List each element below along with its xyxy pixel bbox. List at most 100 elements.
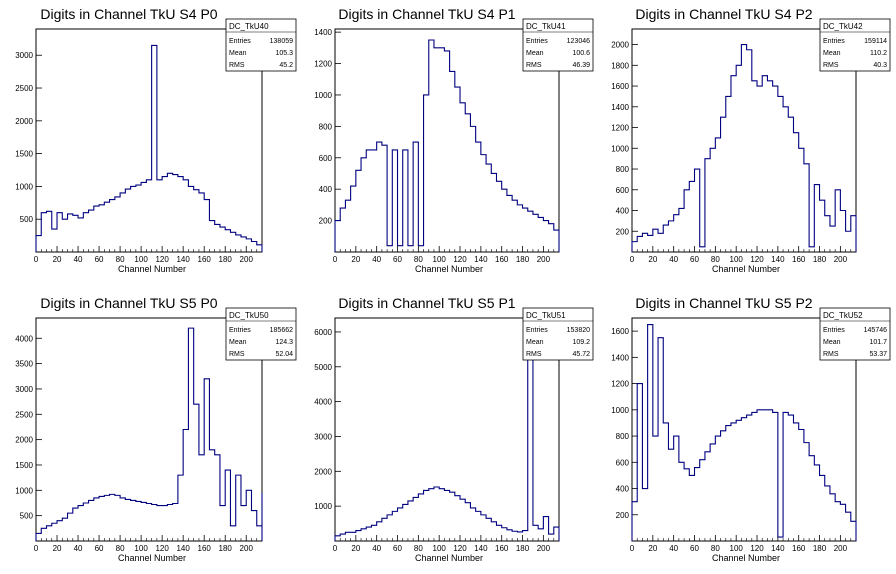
x-tick-label: 60 bbox=[95, 544, 104, 553]
x-tick-label: 40 bbox=[372, 255, 381, 264]
x-tick-label: 120 bbox=[155, 255, 169, 264]
chart-title: Digits in Channel TkU S4 P1 bbox=[338, 6, 515, 22]
x-tick-label: 80 bbox=[414, 544, 423, 553]
y-tick-label: 1000 bbox=[611, 406, 629, 415]
x-tick-label: 140 bbox=[176, 255, 190, 264]
x-tick-label: 100 bbox=[433, 544, 447, 553]
y-tick-label: 3000 bbox=[15, 385, 33, 394]
x-tick-label: 160 bbox=[198, 255, 212, 264]
x-tick-label: 80 bbox=[711, 255, 720, 264]
x-tick-label: 40 bbox=[669, 255, 678, 264]
x-tick-label: 160 bbox=[495, 255, 509, 264]
x-tick-label: 0 bbox=[34, 255, 39, 264]
plot-frame bbox=[334, 28, 560, 253]
y-tick-label: 2000 bbox=[15, 117, 33, 126]
stats-value: 110.2 bbox=[870, 50, 887, 57]
y-tick-label: 800 bbox=[616, 432, 630, 441]
y-tick-label: 500 bbox=[20, 215, 34, 224]
x-tick-label: 160 bbox=[198, 544, 212, 553]
x-tick-label: 180 bbox=[219, 544, 233, 553]
stats-value: 100.6 bbox=[572, 50, 590, 57]
y-tick-label: 5000 bbox=[314, 363, 332, 372]
x-tick-label: 140 bbox=[474, 255, 488, 264]
y-tick-label: 600 bbox=[616, 186, 630, 195]
y-tick-label: 4000 bbox=[15, 334, 33, 343]
x-tick-label: 0 bbox=[630, 255, 635, 264]
x-tick-label: 20 bbox=[648, 544, 657, 553]
x-tick-label: 200 bbox=[240, 544, 254, 553]
x-tick-label: 100 bbox=[730, 544, 744, 553]
histogram-panel: Digits in Channel TkU S4 P1 0 20 40 60 80 100 1… bbox=[314, 6, 594, 274]
y-tick-label: 1200 bbox=[611, 124, 629, 133]
stats-value: 159114 bbox=[864, 38, 887, 45]
stats-value: 45.72 bbox=[572, 351, 590, 358]
x-tick-label: 140 bbox=[771, 544, 785, 553]
y-tick-label: 1600 bbox=[611, 327, 629, 336]
x-tick-label: 120 bbox=[453, 544, 467, 553]
x-tick-label: 40 bbox=[74, 255, 83, 264]
x-tick-label: 200 bbox=[834, 544, 848, 553]
x-tick-label: 200 bbox=[240, 255, 254, 264]
x-tick-label: 180 bbox=[813, 255, 827, 264]
x-tick-label: 100 bbox=[134, 544, 148, 553]
x-tick-label: 160 bbox=[495, 544, 509, 553]
stats-value: 53.37 bbox=[869, 351, 887, 358]
histogram-series bbox=[334, 355, 560, 541]
x-tick-label: 180 bbox=[813, 544, 827, 553]
plot-frame bbox=[631, 28, 857, 253]
stats-label: RMS bbox=[823, 351, 839, 358]
chart-title: Digits in Channel TkU S5 P1 bbox=[338, 295, 515, 311]
stats-name: DC_TkU41 bbox=[526, 22, 566, 31]
x-tick-label: 20 bbox=[351, 255, 360, 264]
y-tick-label: 1000 bbox=[314, 502, 332, 511]
y-tick-label: 200 bbox=[319, 217, 333, 226]
y-tick-label: 200 bbox=[616, 227, 630, 236]
chart-title: Digits in Channel TkU S4 P2 bbox=[635, 6, 812, 22]
y-tick-label: 1000 bbox=[314, 91, 332, 100]
stats-label: Mean bbox=[229, 50, 247, 57]
stats-value: 101.7 bbox=[869, 339, 887, 346]
stats-label: Mean bbox=[526, 50, 544, 57]
x-tick-label: 120 bbox=[750, 544, 764, 553]
stats-value: 105.3 bbox=[275, 50, 293, 57]
histogram-series bbox=[35, 44, 263, 252]
stats-label: RMS bbox=[823, 62, 839, 69]
y-tick-label: 1400 bbox=[314, 28, 332, 37]
plot-frame bbox=[631, 317, 857, 542]
y-tick-label: 1000 bbox=[611, 144, 629, 153]
x-tick-label: 60 bbox=[393, 544, 402, 553]
stats-label: Entries bbox=[526, 327, 548, 334]
x-axis-label: Channel Number bbox=[415, 264, 483, 274]
x-tick-label: 0 bbox=[333, 544, 338, 553]
x-axis-label: Channel Number bbox=[118, 553, 186, 563]
y-tick-label: 1200 bbox=[314, 60, 332, 69]
y-tick-label: 4000 bbox=[314, 398, 332, 407]
stats-value: 153820 bbox=[567, 327, 590, 334]
stats-label: Mean bbox=[823, 50, 841, 57]
stats-label: Entries bbox=[526, 38, 548, 45]
y-tick-label: 2500 bbox=[15, 84, 33, 93]
y-tick-label: 1600 bbox=[611, 82, 629, 91]
stats-box bbox=[819, 307, 891, 361]
y-tick-label: 2500 bbox=[15, 410, 33, 419]
x-tick-label: 20 bbox=[53, 255, 62, 264]
x-tick-label: 200 bbox=[537, 544, 551, 553]
stats-box bbox=[225, 18, 297, 72]
y-tick-label: 600 bbox=[616, 458, 630, 467]
y-tick-label: 600 bbox=[319, 154, 333, 163]
stats-name: DC_TkU42 bbox=[823, 22, 863, 31]
stats-box bbox=[522, 307, 594, 361]
histogram-panel: Digits in Channel TkU S5 P1 0 20 40 60 80 100 1… bbox=[314, 295, 594, 563]
chart-title: Digits in Channel TkU S4 P0 bbox=[40, 6, 217, 22]
y-tick-label: 1000 bbox=[15, 486, 33, 495]
stats-value: 185662 bbox=[270, 327, 293, 334]
y-tick-label: 3000 bbox=[15, 51, 33, 60]
y-tick-label: 800 bbox=[319, 122, 333, 131]
x-tick-label: 180 bbox=[516, 544, 530, 553]
y-tick-label: 1000 bbox=[15, 182, 33, 191]
x-tick-label: 160 bbox=[792, 544, 806, 553]
stats-label: Entries bbox=[823, 38, 845, 45]
stats-box bbox=[225, 307, 297, 361]
y-tick-label: 3500 bbox=[15, 360, 33, 369]
